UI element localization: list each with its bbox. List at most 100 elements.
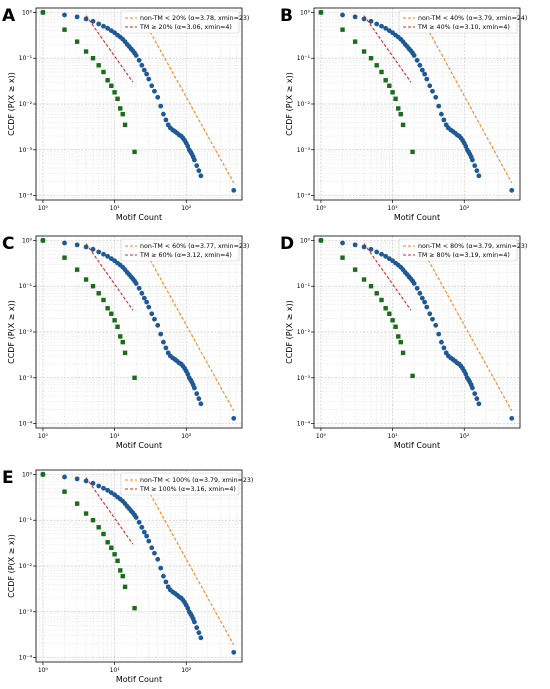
panel-d-x-tick-label: 10⁰ xyxy=(316,433,327,440)
panel-a-y-tick-label: 10⁻³ xyxy=(19,147,33,154)
panel-a-point-tm xyxy=(132,149,137,155)
panel-e-y-tick-label: 10⁻² xyxy=(19,563,33,570)
panel-d-point-nontm xyxy=(361,244,367,250)
panel-e-point-nontm xyxy=(74,476,80,482)
panel-b-point-nontm xyxy=(472,163,478,169)
panel-a-point-tm xyxy=(101,69,106,75)
panel-c-point-tm xyxy=(118,334,123,339)
panel-e-point-tm xyxy=(122,584,128,590)
panel-c-legend-box xyxy=(120,238,240,262)
panel-e-fit-line-nontm xyxy=(140,476,235,646)
panel-c-point-nontm xyxy=(198,401,204,407)
panel-b-point-nontm xyxy=(419,67,425,73)
panel-e-point-nontm xyxy=(136,519,142,525)
panel-e-point-tm xyxy=(101,531,106,537)
panel-a-point-nontm xyxy=(101,23,106,29)
panel-a-fit-line-nontm xyxy=(140,14,235,184)
panel-e-point-nontm xyxy=(163,579,169,585)
panel-a-legend-box xyxy=(120,10,240,34)
panel-a-point-tm xyxy=(120,111,125,117)
panel-a-point-nontm xyxy=(149,83,155,89)
panel-c-point-nontm xyxy=(192,385,197,391)
panel-a-legend-entry: non-TM < 20% (α=3.78, xmin=23) xyxy=(140,15,249,22)
panel-a-point-nontm xyxy=(144,71,150,77)
panel-d-y-tick-label: 10⁻³ xyxy=(297,375,311,382)
panel-d-point-tm xyxy=(318,238,324,243)
panel-b-point-nontm xyxy=(441,117,447,123)
panel-d-legend: non-TM < 80% (α=3.79, xmin=23) TM ≥ 80% (… xyxy=(398,238,527,262)
panel-e-legend: non-TM < 100% (α=3.79, xmin=23) TM ≥ 100%… xyxy=(120,472,253,496)
panel-c-point-tm xyxy=(132,375,137,380)
panel-b-point-nontm xyxy=(422,71,428,77)
panel-b-y-axis-label: CCDF (P(X ≥ x)) xyxy=(285,72,294,136)
panel-b-point-tm xyxy=(361,49,367,54)
panel-d-point-tm xyxy=(387,311,392,316)
panel-a-point-nontm xyxy=(146,76,152,82)
panel-d-letter: D xyxy=(280,234,294,254)
panel-e-letter: E xyxy=(2,468,14,488)
panel-b-y-tick-label: 10⁻⁴ xyxy=(297,193,311,200)
panel-d-point-nontm xyxy=(509,415,515,421)
panel-d-point-nontm xyxy=(439,339,444,345)
panel-b-fit-line-tm xyxy=(363,15,412,83)
panel-d-point-nontm xyxy=(379,251,384,257)
panel-e-point-nontm xyxy=(90,480,96,486)
panel-c-point-nontm xyxy=(161,339,166,345)
panel-b-point-nontm xyxy=(439,111,444,117)
panel-c-point-nontm xyxy=(141,295,147,301)
panel-d-point-nontm xyxy=(374,249,380,255)
panel-e-point-nontm xyxy=(83,478,89,484)
panel-d-y-tick-label: 10⁻² xyxy=(297,329,311,336)
panel-d-point-tm xyxy=(390,318,395,323)
panel-a-x-axis-label: Motif Count xyxy=(116,213,162,222)
panel-b-point-tm xyxy=(390,90,395,95)
panel-e-grid xyxy=(36,470,242,662)
panel-c-point-nontm xyxy=(149,311,155,317)
panel-a-point-nontm xyxy=(133,53,139,58)
panel-c-point-nontm xyxy=(146,304,152,310)
panel-d-legend-box xyxy=(398,238,518,262)
panel-b-y-tick-label: 10⁻² xyxy=(297,101,311,108)
panel-c-y-tick-label: 10⁰ xyxy=(22,237,33,244)
panel-c-point-nontm xyxy=(158,331,164,337)
panel-a-point-tm xyxy=(40,10,46,15)
panel-b-point-nontm xyxy=(433,94,439,100)
panel-e-point-tm xyxy=(40,472,46,477)
panel-b-point-nontm xyxy=(424,76,430,82)
panel-c-point-nontm xyxy=(139,290,145,296)
panel-c-point-tm xyxy=(120,339,125,345)
panel-d-point-tm xyxy=(368,284,374,289)
panel-e-point-tm xyxy=(118,568,123,573)
panel-a-point-tm xyxy=(90,56,96,61)
panel-d-point-tm xyxy=(379,297,384,303)
panel-e-point-nontm xyxy=(62,474,67,480)
panel-d-point-nontm xyxy=(463,371,469,377)
panel-b-point-nontm xyxy=(374,21,380,27)
panel-d-point-tm xyxy=(374,291,379,296)
panel-b-y-tick-label: 10⁻³ xyxy=(297,147,311,154)
panel-c-point-tm xyxy=(115,324,120,329)
panel-d-point-nontm xyxy=(411,281,417,286)
panel-a-x-tick-label: 10² xyxy=(181,205,192,212)
panel-b-y-tick-label: 10⁰ xyxy=(300,9,311,16)
panel-e-point-nontm xyxy=(155,556,161,562)
panel-b-fit-line-nontm xyxy=(419,14,513,184)
panel-c-point-tm xyxy=(40,238,46,243)
panel-b-letter: B xyxy=(280,6,293,26)
panel-a-point-tm xyxy=(122,122,128,128)
panel-d-point-nontm xyxy=(422,299,428,305)
panel-c-letter: C xyxy=(2,234,14,254)
panel-c-point-tm xyxy=(62,255,67,260)
panel-b-point-nontm xyxy=(509,187,515,193)
panel-e: 10⁰ 10¹ 10² 10⁰ 10⁻¹ 10⁻² 10⁻³ 10⁻⁴ Motif Count C… xyxy=(2,468,253,684)
panel-c-point-nontm xyxy=(90,246,96,252)
panel-b-point-nontm xyxy=(414,57,420,63)
panel-b-point-tm xyxy=(368,56,374,61)
panel-d-point-tm xyxy=(352,267,358,272)
panel-c-y-tick-label: 10⁻⁴ xyxy=(19,421,33,428)
panel-a-point-nontm xyxy=(158,103,164,109)
panel-c-x-tick-label: 10⁰ xyxy=(38,433,49,440)
panel-e-point-tm xyxy=(74,501,80,506)
panel-e-point-nontm xyxy=(96,483,102,489)
panel-a-x-tick-label: 10⁰ xyxy=(38,205,49,212)
